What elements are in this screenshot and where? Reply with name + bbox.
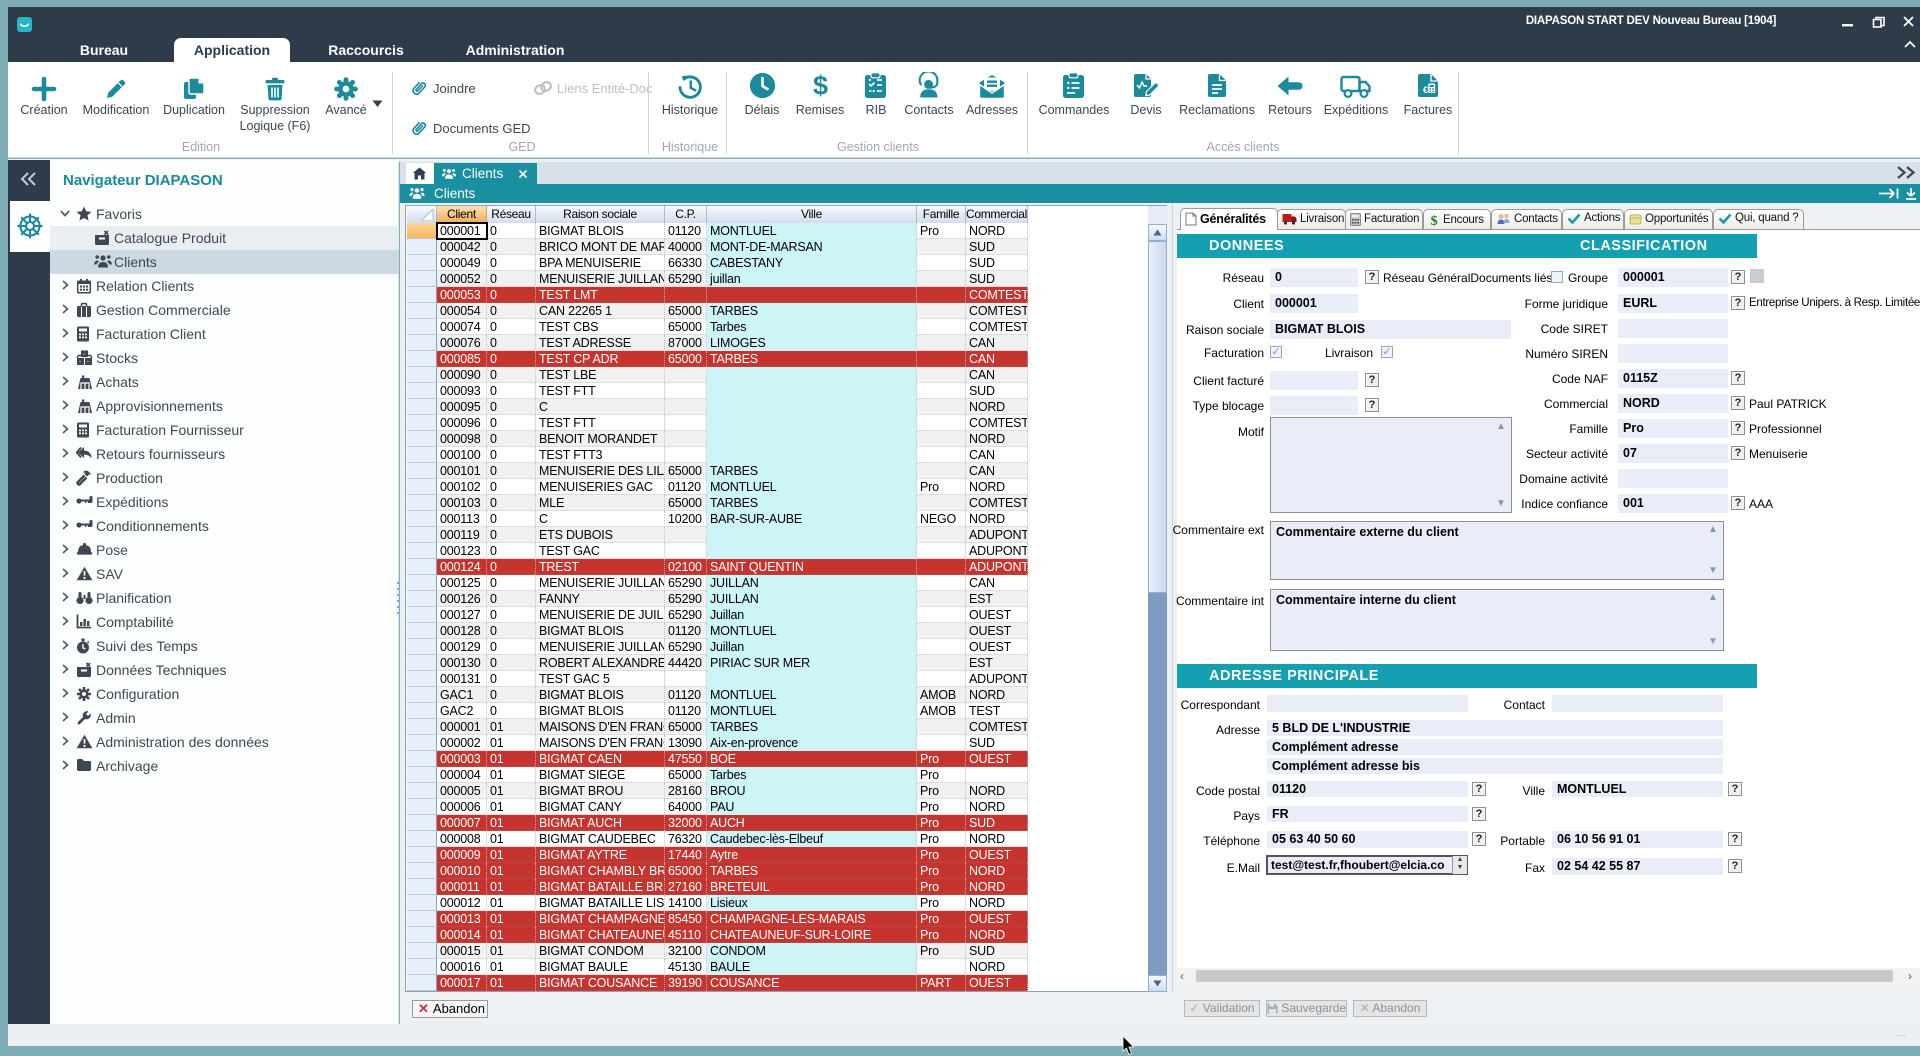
svg-text:$: $ bbox=[813, 72, 828, 99]
svg-text:€: € bbox=[1423, 85, 1428, 95]
svg-text:$: $ bbox=[1431, 214, 1438, 227]
